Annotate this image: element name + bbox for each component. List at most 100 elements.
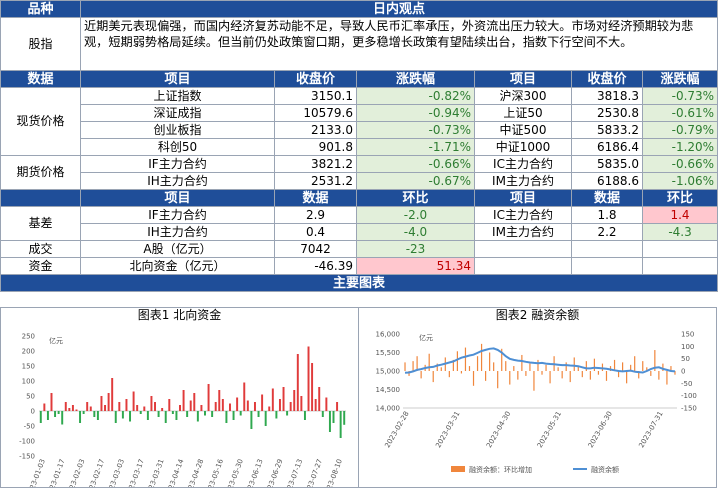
col-close-2: 收盘价 xyxy=(571,70,643,88)
basis-change: -4.3 xyxy=(641,223,718,241)
bar xyxy=(440,367,442,371)
y-right-tick-label: -50 xyxy=(681,380,692,388)
bar xyxy=(517,371,519,380)
basis-col-mom-2: 环比 xyxy=(641,189,718,207)
spot-name: 创业板指 xyxy=(80,121,275,139)
x-tick-label: 2023-05-31 xyxy=(536,410,563,449)
bar xyxy=(436,363,438,371)
bar xyxy=(332,411,335,423)
basis-change: -4.0 xyxy=(356,223,475,241)
bar xyxy=(239,411,242,416)
header-daily-view: 日内观点 xyxy=(79,0,718,18)
basis-col-item-2: 项目 xyxy=(474,189,572,207)
table-row: IH主力合约 2531.2 -0.67% IM主力合约 6188.6 -1.06… xyxy=(1,172,718,190)
basis-col-data-2: 数据 xyxy=(571,189,643,207)
x-tick-label: 2023-02-28 xyxy=(383,410,410,449)
x-tick-label: 2023-06-30 xyxy=(587,410,614,449)
x-tick-label: 2023-03-31 xyxy=(144,458,165,487)
bar xyxy=(452,359,454,371)
bar xyxy=(420,371,422,379)
spot-change: -0.82% xyxy=(356,87,475,105)
bar xyxy=(549,371,551,384)
y-tick-label: 0 xyxy=(31,408,35,416)
bar xyxy=(622,362,624,371)
bar xyxy=(468,366,471,371)
bar xyxy=(509,371,511,385)
spot-name: 深证成指 xyxy=(80,104,275,122)
bar xyxy=(75,409,78,411)
bar xyxy=(505,361,507,371)
basis-change: -2.0 xyxy=(356,206,475,224)
spot-change: -0.73% xyxy=(356,121,475,139)
bar xyxy=(43,403,46,411)
basis-col-data-1: 数据 xyxy=(274,189,357,207)
chart-margin-balance: 图表2 融资余额 16,000 15,500 15,000 14,500 14,000 1… xyxy=(358,307,717,488)
y-tick-label: 150 xyxy=(22,363,35,371)
col-close-1: 收盘价 xyxy=(274,70,357,88)
bar xyxy=(136,405,139,411)
bar xyxy=(189,400,192,411)
bar xyxy=(253,402,256,411)
bar xyxy=(64,402,67,411)
y-axis-unit: 亿元 xyxy=(49,336,63,345)
futures-label: 期货价格 xyxy=(0,155,81,190)
bar xyxy=(529,363,531,371)
bar xyxy=(662,363,664,371)
bar xyxy=(39,411,42,423)
chart-northbound: 图表1 北向资金 250 200 150 100 50 0 -50 -100 -150 亿元 202… xyxy=(0,307,359,488)
bar xyxy=(79,411,82,423)
basis-label: 基差 xyxy=(0,206,81,241)
futures-price: 2531.2 xyxy=(274,172,357,190)
col-item-2: 项目 xyxy=(474,70,572,88)
bar xyxy=(200,405,203,411)
bar xyxy=(57,411,60,414)
bar xyxy=(296,354,299,411)
bar xyxy=(545,364,547,371)
bar xyxy=(300,396,303,411)
bar xyxy=(472,371,475,386)
y-right-tick-label: -150 xyxy=(681,405,697,413)
bar xyxy=(674,371,676,375)
volume-change: -23 xyxy=(356,240,475,258)
futures-price: 3821.2 xyxy=(274,155,357,173)
bar xyxy=(275,411,278,419)
bar xyxy=(585,361,587,371)
spot-price: 2530.8 xyxy=(571,104,643,122)
x-tick-label: 2023-07-31 xyxy=(637,410,664,449)
bar xyxy=(157,411,160,417)
x-tick-label: 2023-06-13 xyxy=(243,458,264,487)
col-change-1: 涨跌幅 xyxy=(356,70,475,88)
y-tick-label: 200 xyxy=(22,348,35,356)
x-tick-label: 2023-04-14 xyxy=(164,457,186,487)
bar xyxy=(268,406,271,411)
capital-change: 51.34 xyxy=(356,257,475,275)
bar xyxy=(264,411,267,426)
spot-label: 现货价格 xyxy=(0,87,81,156)
bar xyxy=(489,352,491,371)
col-data: 数据 xyxy=(0,70,81,88)
y-left-tick-label: 14,500 xyxy=(376,386,401,394)
bar xyxy=(232,411,235,420)
futures-name: IC主力合约 xyxy=(474,155,572,173)
chart1-title: 图表1 北向资金 xyxy=(137,308,222,322)
table-row: 创业板指 2133.0 -0.73% 中证500 5833.2 -0.79% xyxy=(1,121,718,139)
y-right-tick-label: 100 xyxy=(681,343,694,351)
bar xyxy=(318,387,321,411)
legend-label: 融资余额：环比增加 xyxy=(469,465,532,474)
bar xyxy=(557,367,559,371)
y-right-tick-label: 50 xyxy=(681,355,690,363)
charts-header: 主要图表 xyxy=(0,274,718,292)
bar xyxy=(236,397,239,411)
bar xyxy=(601,363,604,371)
bar xyxy=(412,361,414,371)
bar xyxy=(68,408,71,411)
bar xyxy=(561,371,563,379)
futures-change: -0.66% xyxy=(641,155,718,173)
bar xyxy=(168,399,171,411)
bar xyxy=(229,403,231,411)
y-left-tick-label: 15,500 xyxy=(376,349,401,357)
basis-name: IM主力合约 xyxy=(474,223,572,241)
bar xyxy=(271,388,274,411)
bar xyxy=(61,411,64,425)
